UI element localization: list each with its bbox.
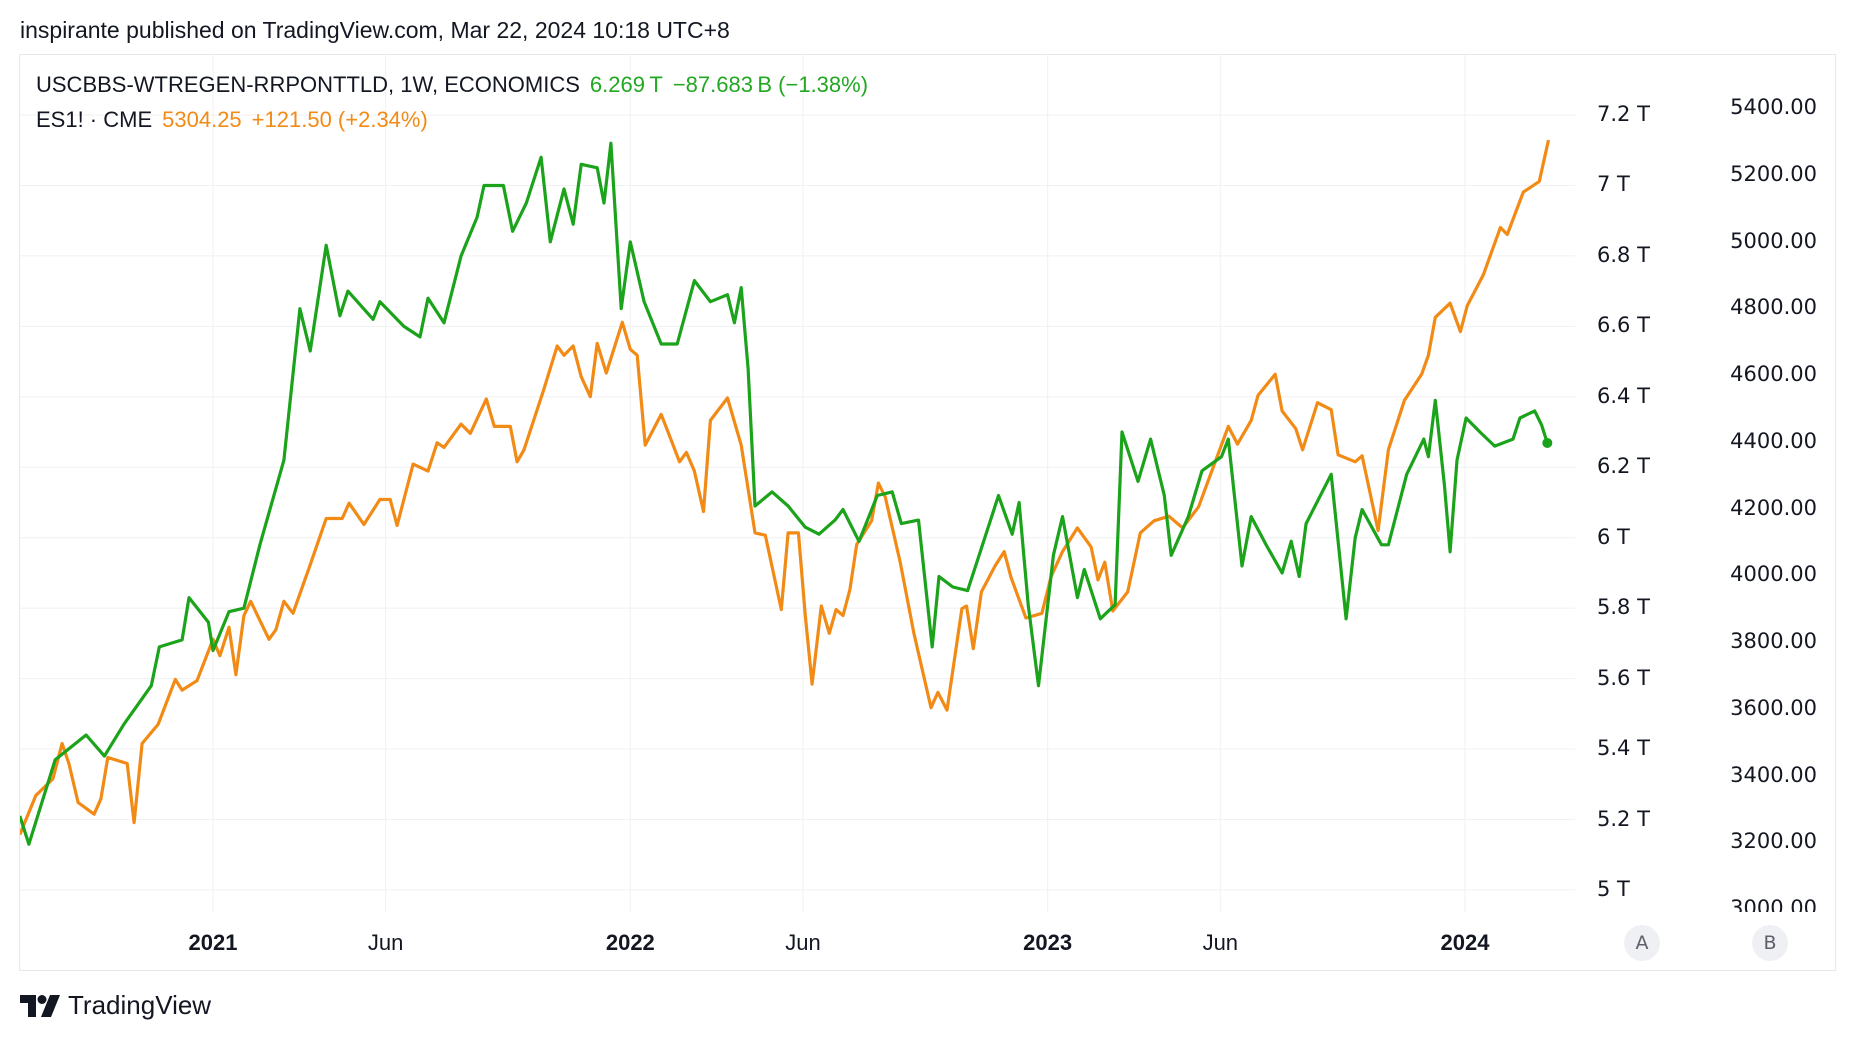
axis-a-tick-label: 5 T xyxy=(1597,877,1630,901)
time-tick-label: 2021 xyxy=(188,930,238,955)
axis-a-tick-label: 5.2 T xyxy=(1597,806,1650,831)
axis-b-tick-label: 4000.00 xyxy=(1730,562,1817,587)
legend-value: 5304.25 xyxy=(162,107,242,132)
axis-b-tick-label: 3800.00 xyxy=(1730,629,1817,653)
tradingview-logo-icon xyxy=(20,994,60,1017)
time-tick-label: Jun xyxy=(1202,930,1239,955)
axis-b-tick-label: 4400.00 xyxy=(1730,428,1817,453)
axis-b-tick-label: 3400.00 xyxy=(1730,762,1817,787)
scale-a-button[interactable]: A xyxy=(1624,925,1660,961)
price-axis-b[interactable]: 5400.00 5200.00 5000.00 4800.00 4600.00 4400.… xyxy=(1580,54,1830,912)
axis-b-tick-label: 5200.00 xyxy=(1730,161,1817,186)
brand-name: TradingView xyxy=(68,990,212,1020)
axis-a-tick-label: 6.2 T xyxy=(1597,454,1650,479)
axis-b-tick-label: 5000.00 xyxy=(1730,228,1817,253)
time-tick-label: Jun xyxy=(367,930,404,955)
legend-symbol: USCBBS-WTREGEN-RRPONTTLD, 1W, ECONOMICS xyxy=(36,72,580,97)
series-line-b[interactable] xyxy=(20,139,1551,836)
tradingview-brand[interactable]: TradingView xyxy=(20,990,211,1021)
axis-a-tick-label: 6.4 T xyxy=(1597,383,1650,408)
legend-symbol: ES1! · CME xyxy=(36,107,153,132)
axis-b-tick-label: 4800.00 xyxy=(1730,295,1817,320)
axis-a-tick-label: 6 T xyxy=(1597,524,1630,549)
axis-a-tick-label: 7.2 T xyxy=(1597,102,1650,126)
axis-b-tick-label: 3200.00 xyxy=(1730,829,1817,854)
axis-b-tick-label: 4200.00 xyxy=(1730,495,1817,520)
axis-b-tick-label: 3000.00 xyxy=(1730,896,1817,912)
last-value-dot xyxy=(1542,437,1553,448)
legend-value: 6.269 T xyxy=(589,72,663,97)
grid xyxy=(20,55,1575,912)
time-tick-label: Jun xyxy=(785,930,821,955)
time-tick-label: 2022 xyxy=(605,930,655,955)
axis-a-tick-label: 7 T xyxy=(1597,172,1630,197)
series-layer xyxy=(20,139,1553,846)
scale-b-button[interactable]: B xyxy=(1752,925,1788,961)
axis-a-tick-label: 5.8 T xyxy=(1597,595,1650,620)
legend-series-a[interactable]: USCBBS-WTREGEN-RRPONTTLD, 1W, ECONOMICS 6… xyxy=(36,72,878,98)
legend-change: −87.683 B (−1.38%) xyxy=(672,72,869,97)
axis-a-tick-label: 6.8 T xyxy=(1597,242,1650,267)
time-tick-label: 2023 xyxy=(1023,930,1073,955)
chart-frame xyxy=(19,54,1836,971)
series-line-a[interactable] xyxy=(20,141,1549,846)
axis-a-tick-label: 5.4 T xyxy=(1597,736,1650,761)
axis-b-tick-label: 5400.00 xyxy=(1730,95,1817,119)
publish-info: inspirante published on TradingView.com,… xyxy=(20,17,730,43)
time-tick-label: 2024 xyxy=(1440,930,1490,955)
axis-b-tick-label: 3600.00 xyxy=(1730,695,1817,720)
axis-a-tick-label: 5.6 T xyxy=(1597,665,1650,690)
legend-change: +121.50 (+2.34%) xyxy=(251,107,428,132)
legend-series-b[interactable]: ES1! · CME 5304.25 +121.50 (+2.34%) xyxy=(36,107,438,133)
axis-b-tick-label: 4600.00 xyxy=(1730,362,1817,386)
axis-a-tick-label: 6.6 T xyxy=(1597,313,1650,338)
